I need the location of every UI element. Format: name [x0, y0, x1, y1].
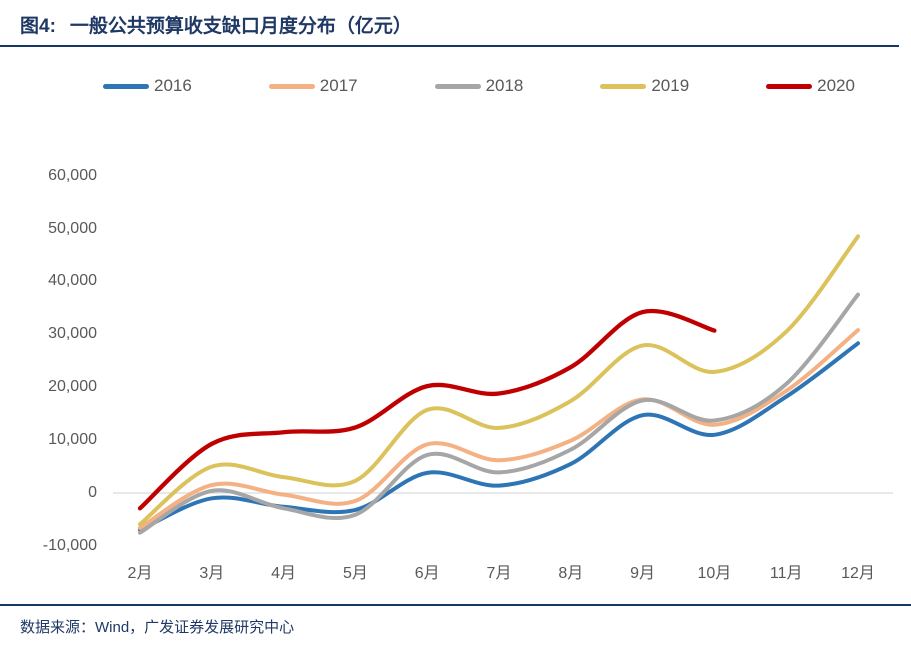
series-line-2019 — [138, 234, 860, 527]
footer-divider-line — [0, 604, 911, 606]
legend-label-2020: 2020 — [817, 76, 855, 95]
legend-line-swatch-2016 — [103, 83, 149, 89]
series-line-2017 — [138, 328, 860, 530]
legend-label-2018: 2018 — [485, 76, 524, 95]
legend-label-2016: 2016 — [154, 76, 192, 95]
legend-item-2020: 2020 — [766, 75, 855, 97]
x-tick-label: 10月 — [697, 565, 732, 582]
y-tick-label: 40,000 — [48, 272, 97, 290]
x-tick-label: 8月 — [558, 565, 584, 582]
figure-title-text: 一般公共预算收支缺口月度分布（亿元） — [69, 16, 412, 37]
legend-item-2019: 2019 — [600, 75, 689, 97]
series-line-2016 — [138, 341, 860, 532]
legend-label-2019: 2019 — [651, 76, 690, 95]
legend-item-2017: 2017 — [268, 75, 358, 97]
y-tick-label: 0 — [88, 484, 97, 501]
y-tick-label: 20,000 — [48, 378, 97, 396]
x-tick-label: 7月 — [486, 565, 512, 582]
data-source-text: 数据来源：Wind，广发证券发展研究中心 — [20, 619, 295, 636]
x-tick-label: 2月 — [127, 565, 153, 582]
x-tick-label: 5月 — [342, 565, 368, 582]
figure-number-label: 图4: — [20, 16, 56, 37]
y-tick-label: -10,000 — [42, 536, 97, 554]
x-tick-label: 9月 — [630, 565, 656, 582]
title-divider-line — [0, 45, 899, 47]
x-tick-label: 12月 — [841, 565, 875, 582]
x-tick-label: 11月 — [769, 565, 803, 582]
x-tick-label: 6月 — [414, 565, 440, 582]
y-tick-label: 10,000 — [48, 431, 97, 449]
legend-item-2016: 2016 — [103, 75, 192, 97]
legend-line-swatch-2017 — [268, 83, 315, 89]
legend-line-swatch-2020 — [766, 83, 813, 89]
legend-label-2017: 2017 — [319, 76, 358, 95]
chart-legend: 2016 2017 2018 2019 2020 — [103, 75, 855, 97]
y-tick-label: 30,000 — [48, 325, 97, 343]
legend-line-swatch-2018 — [434, 83, 481, 89]
y-tick-label: 50,000 — [48, 219, 97, 237]
legend-item-2018: 2018 — [434, 75, 524, 97]
x-tick-label: 3月 — [199, 565, 225, 582]
x-tick-label: 4月 — [271, 565, 297, 582]
legend-line-swatch-2019 — [600, 83, 647, 89]
figure-title: 图4: 一般公共预算收支缺口月度分布（亿元） — [20, 11, 412, 38]
y-tick-label: 60,000 — [48, 166, 97, 184]
series-line-2018 — [138, 292, 860, 535]
series-line-2020 — [137, 308, 717, 511]
